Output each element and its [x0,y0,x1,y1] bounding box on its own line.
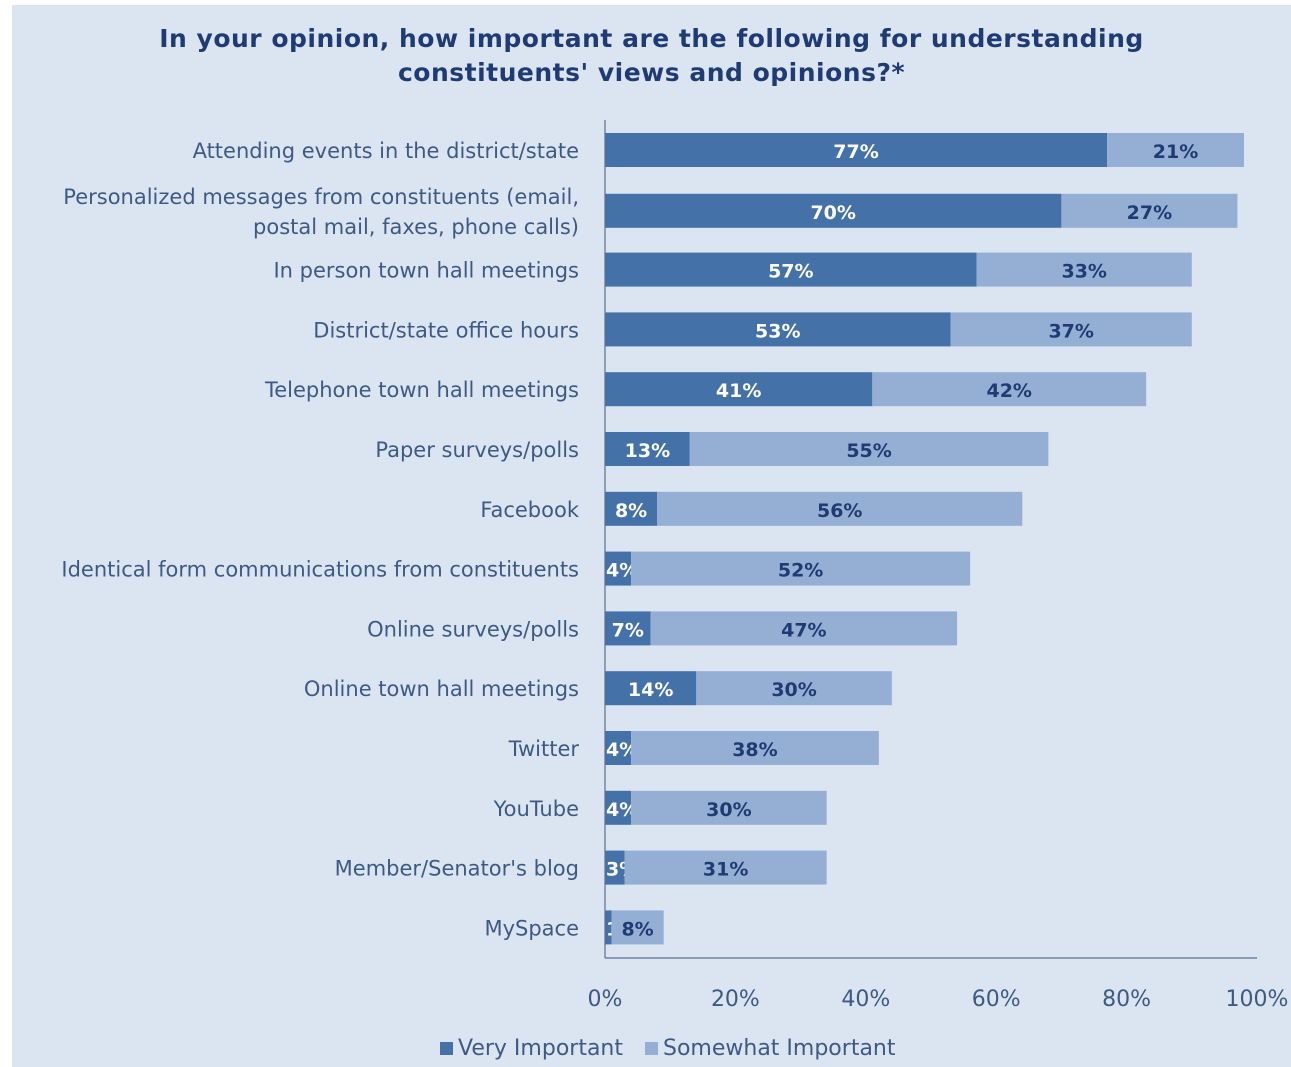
bar-very-important [605,312,951,347]
data-label-somewhat-important: 52% [778,560,823,582]
data-label-somewhat-important: 37% [1048,320,1093,342]
bar-somewhat-important [689,432,1049,466]
bar-very-important [605,790,632,825]
category-label: Telephone town hall meetings [264,378,579,402]
chart-title-line-1: In your opinion, how important are the f… [159,24,1144,53]
category-label: YouTube [493,797,579,821]
data-label-somewhat-important: 42% [986,380,1031,402]
bar-very-important [605,611,651,646]
x-tick-label: 60% [972,987,1021,1012]
category-label: Facebook [480,498,580,522]
data-label-somewhat-important: 56% [817,500,862,522]
legend-label-somewhat-important: Somewhat Important [663,1036,896,1061]
bar-very-important [605,432,690,466]
bar-somewhat-important [1061,193,1238,228]
data-label-somewhat-important: 47% [781,619,826,641]
legend-swatch-somewhat-important [645,1042,658,1055]
data-label-somewhat-important: 30% [771,679,816,701]
bar-somewhat-important [1107,133,1244,167]
category-label: Online surveys/polls [367,617,579,641]
x-tick-label: 20% [711,987,760,1012]
bar-somewhat-important [650,611,958,646]
legend-item-very-important: Very Important [440,1036,623,1061]
chart-title: In your opinion, how important are the f… [12,22,1291,90]
bar-somewhat-important [976,252,1192,287]
data-label-very-important: 57% [768,261,813,283]
data-label-very-important: 13% [625,440,670,462]
category-label: In person town hall meetings [273,259,579,283]
x-tick-label: 80% [1102,987,1151,1012]
category-label: Personalized messages from constituents … [63,185,579,209]
data-label-very-important: 41% [716,380,761,402]
data-label-very-important: 7% [612,619,644,641]
x-tick-label: 100% [1226,987,1289,1012]
legend-item-somewhat-important: Somewhat Important [645,1036,896,1061]
bar-very-important [605,850,625,885]
bar-very-important [605,910,612,945]
category-label: Attending events in the district/state [193,139,579,163]
bar-somewhat-important [950,312,1192,347]
bar-very-important [605,133,1108,167]
data-label-very-important: 14% [628,679,673,701]
data-label-very-important: 53% [755,320,800,342]
bar-very-important [605,551,632,586]
bar-somewhat-important [631,790,827,825]
data-label-somewhat-important: 30% [706,799,751,821]
data-label-somewhat-important: 38% [732,739,777,761]
data-label-somewhat-important: 33% [1061,261,1106,283]
data-label-somewhat-important: 27% [1127,202,1172,224]
bar-very-important [605,372,873,407]
data-label-somewhat-important: 8% [621,918,653,940]
bar-somewhat-important [631,551,971,586]
data-label-very-important: 4% [606,560,638,582]
data-label-somewhat-important: 55% [846,440,891,462]
category-label: MySpace [484,916,579,940]
x-tick-label: 40% [841,987,890,1012]
bar-very-important [605,193,1062,228]
category-label: Identical form communications from const… [61,558,579,582]
legend-label-very-important: Very Important [458,1036,623,1061]
category-label: Paper surveys/polls [375,438,579,462]
data-label-somewhat-important: 21% [1153,141,1198,163]
data-label-very-important: 4% [606,739,638,761]
legend: Very Important Somewhat Important [440,1036,918,1061]
category-label: Online town hall meetings [304,677,579,701]
bar-somewhat-important [657,491,1023,526]
data-label-somewhat-important: 31% [703,859,748,881]
category-label: Member/Senator's blog [335,857,579,881]
chart-title-line-2: constituents' views and opinions?* [397,58,906,87]
x-tick-label: 0% [588,987,623,1012]
category-label: District/state office hours [313,318,579,342]
data-label-very-important: 77% [833,141,878,163]
bar-somewhat-important [624,850,827,885]
bar-somewhat-important [611,910,664,945]
bar-very-important [605,491,658,526]
bar-somewhat-important [631,731,879,765]
data-label-very-important: 8% [615,500,647,522]
data-label-very-important: 4% [606,799,638,821]
bar-very-important [605,252,977,287]
legend-swatch-very-important [440,1042,453,1055]
data-label-very-important: 70% [810,202,855,224]
category-label: Twitter [508,737,580,761]
bar-somewhat-important [872,372,1147,407]
chart-background [12,5,1291,1067]
bar-somewhat-important [696,671,892,706]
bar-very-important [605,731,632,765]
bar-very-important [605,671,697,706]
category-label: postal mail, faxes, phone calls) [253,215,579,239]
